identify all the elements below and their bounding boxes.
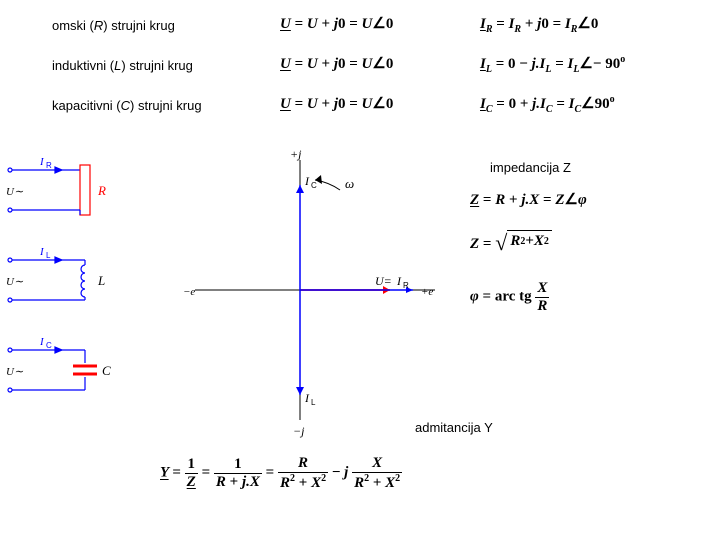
impedance-title: impedancija Z <box>490 160 571 175</box>
svg-text:I: I <box>304 391 310 405</box>
row-induktivni: induktivni (L) strujni krug <box>52 58 193 73</box>
svg-text:C: C <box>46 341 52 350</box>
eq-phi: φ = arc tg X R <box>470 280 549 315</box>
svg-text:L: L <box>311 398 316 407</box>
eq-y: Y = 1 Z = 1 R + j.X = R R2 + X2 − j X R2… <box>160 455 402 492</box>
label-post: ) strujni krug <box>103 18 175 33</box>
label-pre: induktivni ( <box>52 58 114 73</box>
svg-text:I: I <box>39 336 45 348</box>
label-omski: omski (R) strujni krug <box>52 18 175 33</box>
phasor-svg: +j −j +e −e IC IL U= IR ω <box>165 140 455 440</box>
label-pre: kapacitivni ( <box>52 98 121 113</box>
frac-num: X <box>535 280 549 297</box>
svg-text:+j: +j <box>290 147 302 161</box>
label-var: C <box>121 98 130 113</box>
svg-text:I: I <box>396 274 402 288</box>
svg-text:U∼: U∼ <box>6 366 24 378</box>
eq-i-l: IL = 0 − j.IL = IL∠− 90o <box>480 54 625 75</box>
eq-u-c: U = U + j0 = U∠0 <box>280 94 393 113</box>
svg-text:ω: ω <box>345 176 354 191</box>
eq-u-l: U = U + j0 = U∠0 <box>280 54 393 73</box>
label-post: ) strujni krug <box>130 98 202 113</box>
eq-u-r: U = U + j0 = U∠0 <box>280 14 393 33</box>
svg-text:L: L <box>97 273 105 288</box>
svg-text:U=: U= <box>375 274 392 288</box>
svg-text:C: C <box>311 181 317 190</box>
eq-z1: Z = R + j.X = Z∠φ <box>470 190 587 209</box>
label-induktivni: induktivni (L) strujni krug <box>52 58 193 73</box>
frac-den: R <box>535 298 549 315</box>
svg-text:R: R <box>97 183 106 198</box>
row-omski: omski (R) strujni krug <box>52 18 175 33</box>
label-var: R <box>94 18 103 33</box>
eq-i-c: IC = 0 + j.IC = IC∠90o <box>480 94 615 115</box>
circuits-svg: R IR U∼ L IL U∼ C IC U∼ <box>0 150 160 430</box>
svg-text:C: C <box>102 363 111 378</box>
svg-text:U∼: U∼ <box>6 186 24 198</box>
svg-text:I: I <box>304 174 310 188</box>
svg-text:+e: +e <box>421 286 433 298</box>
label-kapacitivni: kapacitivni (C) strujni krug <box>52 98 202 113</box>
svg-text:R: R <box>403 281 409 290</box>
eq-z2: Z = √ R2 + X2 <box>470 230 552 253</box>
label-pre: omski ( <box>52 18 94 33</box>
svg-text:I: I <box>39 246 45 258</box>
svg-text:U∼: U∼ <box>6 276 24 288</box>
label-post: ) strujni krug <box>121 58 193 73</box>
svg-text:−j: −j <box>293 424 305 438</box>
svg-text:−e: −e <box>183 286 195 298</box>
row-kapacitivni: kapacitivni (C) strujni krug <box>52 98 202 113</box>
eq-i-r: IR = IR + j0 = IR∠0 <box>480 14 598 35</box>
svg-text:L: L <box>46 251 51 260</box>
admittance-title: admitancija Y <box>415 420 493 435</box>
svg-text:R: R <box>46 161 52 170</box>
svg-text:I: I <box>39 156 45 168</box>
